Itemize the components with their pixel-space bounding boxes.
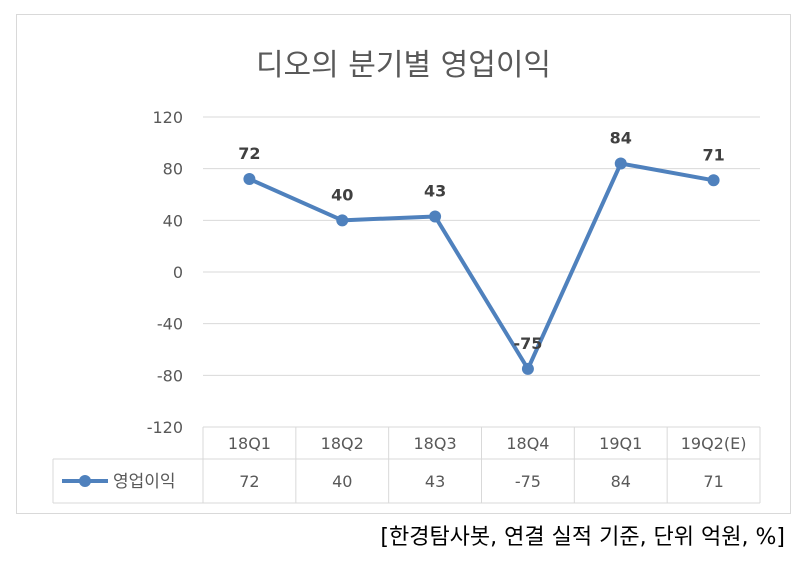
x-category-label: 18Q2 — [321, 434, 364, 453]
table-value-cell: 43 — [425, 472, 445, 491]
series-line-layer — [243, 157, 720, 375]
data-label: 84 — [610, 129, 632, 148]
table-value-cell: 71 — [703, 472, 723, 491]
x-category-label: 18Q1 — [228, 434, 271, 453]
x-category-label: 19Q1 — [599, 434, 642, 453]
y-tick-label: -40 — [157, 315, 183, 334]
y-tick-label: -120 — [147, 418, 183, 437]
grid-lines — [203, 116, 760, 428]
y-axis-ticks: 120 80 40 0 -40 -80 -120 — [147, 108, 183, 437]
legend-series-name: 영업이익 — [113, 472, 176, 492]
data-label: 71 — [702, 145, 724, 164]
data-point — [521, 362, 534, 375]
data-label: -75 — [513, 334, 542, 353]
table-value-cell: 72 — [239, 472, 259, 491]
data-label: 43 — [424, 181, 446, 200]
data-label: 72 — [238, 144, 260, 163]
y-tick-label: 120 — [152, 108, 183, 127]
y-tick-label: -80 — [157, 366, 183, 385]
x-category-label: 19Q2(E) — [681, 434, 747, 453]
legend-marker-icon — [79, 475, 91, 487]
chart-frame — [16, 14, 791, 514]
table-value-cell: -75 — [515, 472, 541, 491]
data-point — [243, 173, 256, 185]
x-category-label: 18Q3 — [414, 434, 457, 453]
series-line — [248, 161, 714, 371]
data-point — [336, 214, 349, 227]
source-note: [한경탐사봇, 연결 실적 기준, 단위 억원, %] — [380, 525, 785, 550]
y-tick-label: 40 — [163, 211, 183, 230]
x-category-label: 18Q4 — [506, 434, 549, 453]
chart-title: 디오의 분기별 영업이익 — [255, 48, 552, 83]
y-tick-label: 80 — [163, 160, 183, 179]
data-table: 18Q1 18Q2 18Q3 18Q4 19Q1 19Q2(E) 72 40 43 -75 84 71… — [52, 426, 761, 504]
data-point — [429, 210, 442, 223]
data-point — [707, 174, 720, 187]
table-value-cell: 40 — [332, 472, 352, 491]
y-tick-label: 0 — [173, 263, 183, 282]
data-point — [614, 157, 627, 170]
data-label: 40 — [331, 185, 353, 204]
table-value-cell: 84 — [611, 472, 631, 491]
data-labels: 72 40 43 -75 84 71 — [238, 129, 724, 353]
